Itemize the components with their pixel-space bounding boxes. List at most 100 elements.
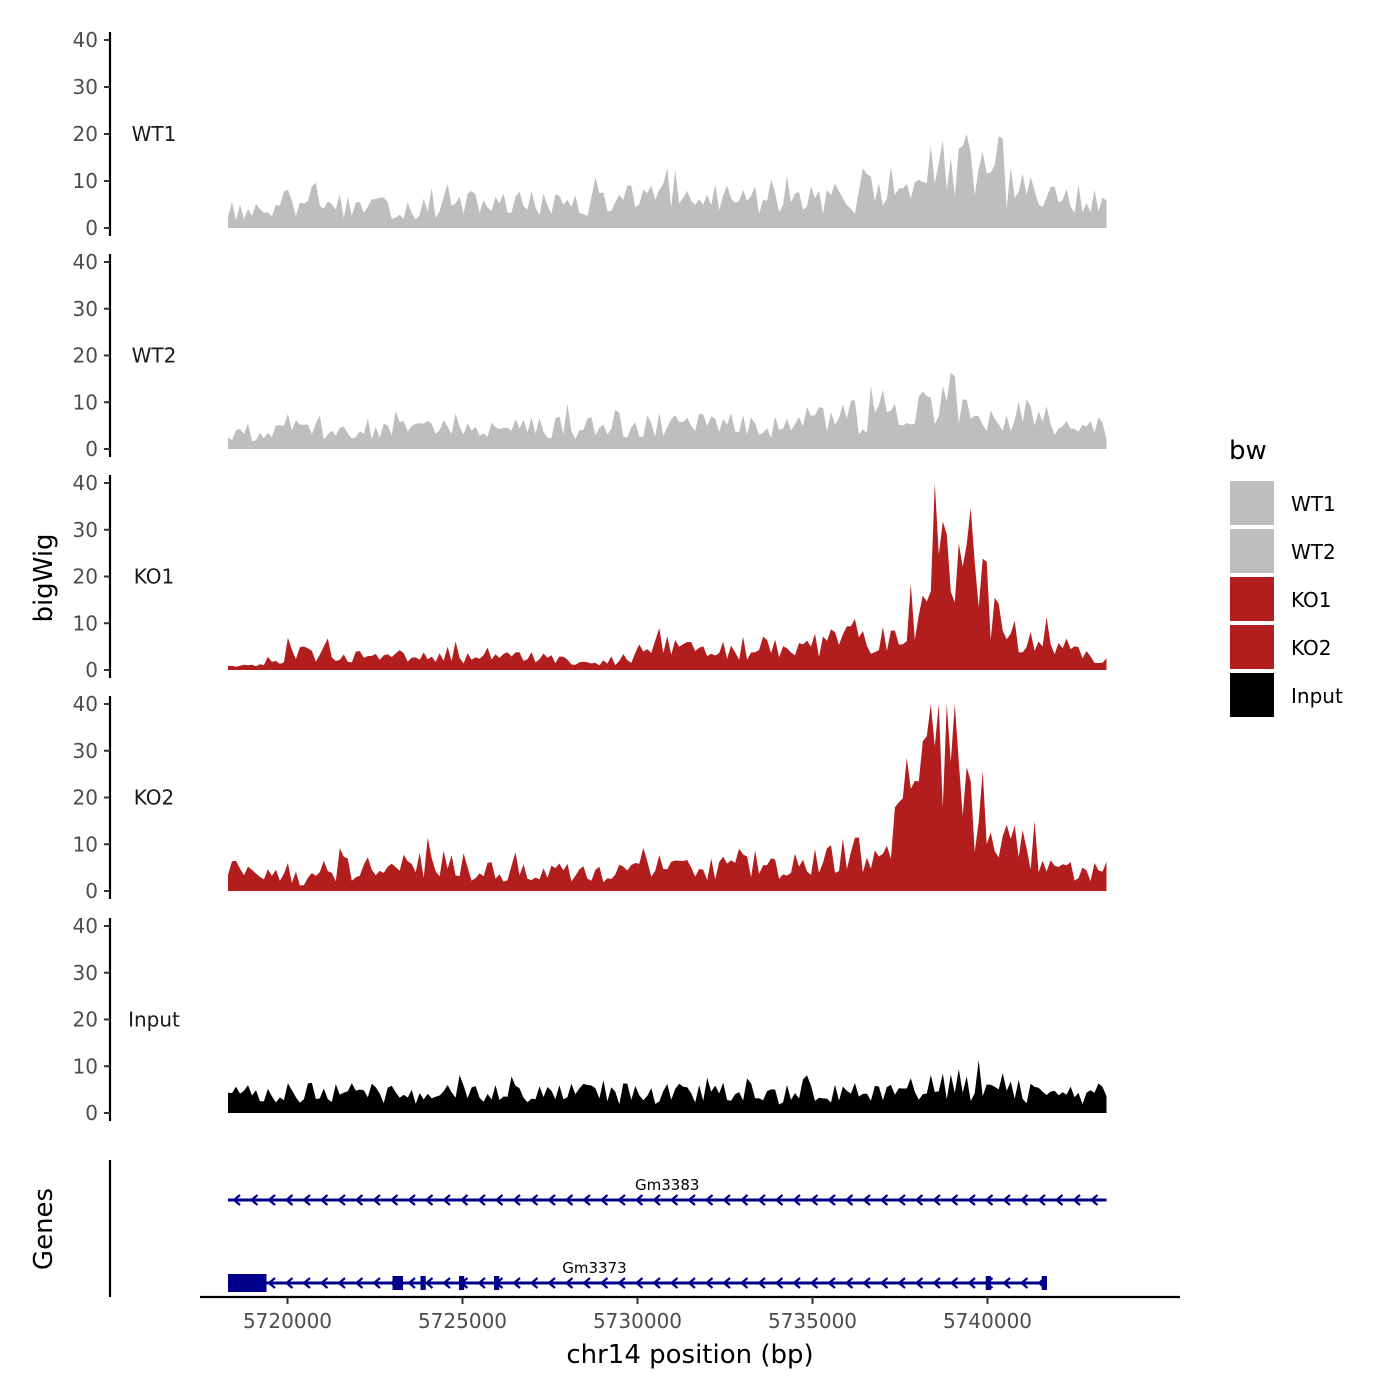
strand-arrow [477,1277,486,1289]
strand-arrow [809,1194,819,1206]
y-tick-label: 30 [73,961,98,985]
y-tick-label: 30 [73,739,98,763]
strand-arrow [949,1277,959,1289]
legend-swatch-wt2 [1230,529,1274,573]
x-axis: 5720000 5725000 5730000 5735000 5740000 [200,1295,1180,1333]
strand-arrow [267,1194,276,1206]
strand-arrow [599,1194,609,1206]
strand-arrow [512,1194,521,1206]
strand-arrow [302,1194,311,1206]
strand-arrow [564,1194,574,1206]
legend-swatch-input [1230,673,1274,717]
strand-arrow [984,1194,994,1206]
strand-arrow [757,1194,766,1206]
strand-arrow [407,1277,416,1289]
y-tick-label: 0 [85,658,98,682]
exon [228,1274,267,1292]
legend-swatch-ko2 [1230,625,1274,669]
strand-arrow [704,1194,714,1206]
legend-label-wt1: WT1 [1291,492,1336,516]
y-tick-label: 10 [73,390,98,414]
exon [392,1276,403,1290]
y-tick-label: 10 [73,832,98,856]
strand-arrow [442,1194,451,1206]
strand-arrow [529,1194,539,1206]
strand-arrow [1072,1194,1081,1206]
gene-track: Gm3383 Gm3373 [108,1160,1107,1297]
strand-arrow [914,1277,924,1289]
strand-arrow [232,1194,241,1206]
signal-area-ko1 [228,483,1107,670]
y-tick-label: 20 [73,786,98,810]
legend-swatch-wt1 [1230,481,1274,525]
strand-arrow [354,1194,364,1206]
track-ko1: 0 10 20 30 40 KO1 [73,471,1107,682]
strand-arrow [827,1277,836,1289]
y-tick-label: 20 [73,565,98,589]
strand-arrow [669,1194,679,1206]
y-tick-label: 30 [73,297,98,321]
exon [985,1276,991,1290]
strand-arrow [582,1277,591,1289]
track-wt2: 0 10 20 30 40 WT2 [73,250,1107,461]
y-tick-label: 10 [73,169,98,193]
y-tick-label: 10 [73,611,98,635]
strand-arrow [827,1194,836,1206]
strand-arrow [722,1277,731,1289]
legend: WT1 WT2 KO1 KO2 Input [1230,481,1343,717]
strand-arrow [617,1194,626,1206]
strand-arrow [879,1194,889,1206]
y-tick-label: 30 [73,518,98,542]
strand-arrow [582,1194,591,1206]
strand-arrow [634,1277,644,1289]
strand-arrow [967,1277,976,1289]
strand-arrow [337,1194,346,1206]
strand-arrow [704,1277,714,1289]
strand-arrow [494,1194,504,1206]
y-tick-label: 30 [73,75,98,99]
strand-arrow [407,1194,416,1206]
x-axis-title: chr14 position (bp) [566,1340,813,1370]
x-tick-label: 5730000 [593,1309,682,1333]
y-tick-label: 40 [73,28,98,52]
y-tick-label: 0 [85,216,98,240]
strand-arrow [652,1194,661,1206]
strand-arrow [932,1194,941,1206]
strand-arrow [249,1194,259,1206]
strand-arrow [599,1277,609,1289]
strand-arrow [879,1277,889,1289]
y-tick-label: 10 [73,1054,98,1078]
strand-arrow [967,1194,976,1206]
legend-swatch-ko1 [1230,577,1274,621]
strand-arrow [284,1277,294,1289]
x-tick-label: 5720000 [243,1309,332,1333]
strand-arrow [792,1194,801,1206]
strand-arrow [337,1277,346,1289]
strand-arrow [792,1277,801,1289]
strand-arrow [862,1194,871,1206]
strand-arrow [1037,1194,1046,1206]
strand-arrow [477,1194,486,1206]
y-tick-label: 40 [73,250,98,274]
strand-arrow [459,1194,469,1206]
y-tick-label: 40 [73,471,98,495]
legend-label-ko1: KO1 [1291,588,1332,612]
strand-arrow [372,1194,381,1206]
y-tick-label: 20 [73,344,98,368]
signal-area-wt2 [228,372,1107,449]
strand-arrow [722,1194,731,1206]
track-label-input: Input [128,1008,180,1032]
signal-tracks: 0 10 20 30 40 WT1 0 10 20 30 40 WT2 0 10 20 30 40 KO1 0 10 2… [73,28,1107,1125]
gene-gm3373: Gm3373 [228,1259,1047,1292]
strand-arrow [687,1194,696,1206]
strand-arrow [389,1194,399,1206]
strand-arrow [267,1277,276,1289]
track-label-ko2: KO2 [134,786,175,810]
strand-arrow [809,1277,819,1289]
strand-arrow [319,1277,329,1289]
strand-arrow [512,1277,521,1289]
strand-arrow [844,1277,854,1289]
y-tick-label: 0 [85,437,98,461]
strand-arrow [529,1277,539,1289]
